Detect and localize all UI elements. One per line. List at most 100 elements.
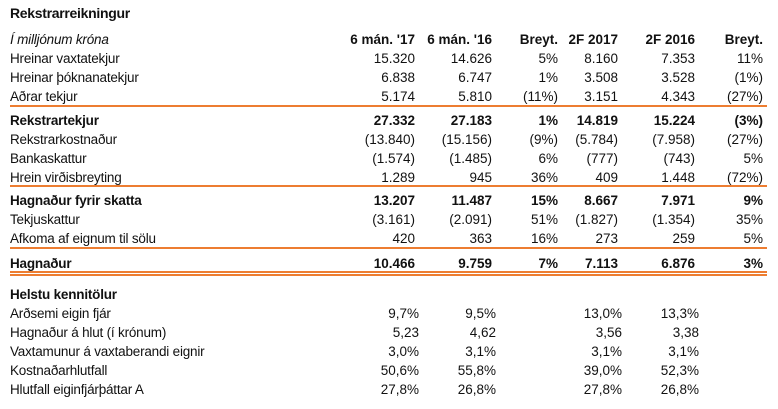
cell-value: 52,3% <box>660 363 699 378</box>
cell-value: 13,3% <box>660 306 699 321</box>
cell-value: 5% <box>743 231 763 246</box>
row-label: Hagnaður <box>10 256 72 271</box>
cell-value: (1%) <box>734 70 763 85</box>
cell-value: 1.448 <box>661 170 695 185</box>
cell-value: (1.574) <box>372 151 415 166</box>
table-row: Hreinar þóknanatekjur 6.838 6.747 1% 3.508 3.… <box>10 68 770 87</box>
cell-value: 3.508 <box>584 70 618 85</box>
table-row: Hagnaður fyrir skatta 13.207 11.487 15% 8.66… <box>10 191 770 210</box>
table-row: Rekstrartekjur 27.332 27.183 1% 14.819 15.224… <box>10 111 770 130</box>
cell-value: 5.174 <box>381 89 415 104</box>
cell-value: 3,1% <box>591 344 622 359</box>
cell-value: 5% <box>743 151 763 166</box>
row-label: Hagnaður á hlut (í krónum) <box>10 325 167 340</box>
cell-value: 15% <box>530 193 558 208</box>
cell-value: 6.876 <box>661 256 695 271</box>
col-header: Breyt. <box>724 32 763 47</box>
cell-value: 51% <box>530 212 558 227</box>
cell-value: (1.354) <box>652 212 695 227</box>
kpi-row: Hagnaður á hlut (í krónum) 5,23 4,62 3,56 3,… <box>10 323 770 342</box>
cell-value: 3,56 <box>595 325 622 340</box>
cell-value: 4,62 <box>469 325 496 340</box>
cell-value: (3%) <box>734 113 763 128</box>
col-header: 2F 2016 <box>645 32 695 47</box>
row-label: Rekstrarkostnaður <box>10 132 117 147</box>
cell-value: 3,1% <box>465 344 496 359</box>
cell-value: 26,8% <box>457 382 496 397</box>
col-header: 6 mán. '16 <box>427 32 492 47</box>
kpi-row: Vaxtamunur á vaxtaberandi eignir 3,0% 3,1%… <box>10 342 770 361</box>
col-header: 6 mán. '17 <box>350 32 415 47</box>
orange-divider <box>10 185 767 187</box>
row-label: Aðrar tekjur <box>10 89 78 104</box>
cell-value: 3% <box>743 256 763 271</box>
cell-value: 15.224 <box>653 113 695 128</box>
table-row: Hrein virðisbreyting 1.289 945 36% 409 1.448 (… <box>10 168 770 187</box>
cell-value: (11%) <box>522 89 558 104</box>
cell-value: 7% <box>538 256 558 271</box>
cell-value: (13.840) <box>364 132 415 147</box>
row-label: Arðsemi eigin fjár <box>10 306 111 321</box>
cell-value: 9% <box>743 193 763 208</box>
table-row: Afkoma af eignum til sölu 420 363 16% 273 259… <box>10 229 770 248</box>
cell-value: 7.353 <box>661 51 695 66</box>
cell-value: 4.343 <box>661 89 695 104</box>
cell-value: (2.091) <box>449 212 492 227</box>
table-row: Hagnaður 10.466 9.759 7% 7.113 6.876 3% <box>10 254 770 273</box>
cell-value: (7.958) <box>652 132 695 147</box>
cell-value: 9,7% <box>388 306 419 321</box>
table-row: Bankaskattur (1.574) (1.485) 6% (777) (743) 5% <box>10 149 770 168</box>
cell-value: 8.160 <box>584 51 618 66</box>
cell-value: (15.156) <box>441 132 492 147</box>
cell-value: (1.827) <box>575 212 618 227</box>
cell-value: 55,8% <box>457 363 496 378</box>
cell-value: 1% <box>538 70 558 85</box>
cell-value: 39,0% <box>583 363 622 378</box>
cell-value: 363 <box>469 231 492 246</box>
cell-value: 409 <box>595 170 618 185</box>
cell-value: 15.320 <box>373 51 415 66</box>
cell-value: 1% <box>538 113 558 128</box>
cell-value: 27.332 <box>373 113 415 128</box>
cell-value: 6% <box>538 151 558 166</box>
cell-value: 3,0% <box>388 344 419 359</box>
cell-value: 1.289 <box>381 170 415 185</box>
orange-divider <box>10 247 767 249</box>
cell-value: (9%) <box>529 132 558 147</box>
row-label: Hreinar þóknanatekjur <box>10 70 139 85</box>
cell-value: (3.161) <box>372 212 415 227</box>
cell-value: (743) <box>663 151 695 166</box>
cell-value: (27%) <box>726 89 763 104</box>
header-row: Í milljónum króna 6 mán. '17 6 mán. '16 … <box>10 30 770 49</box>
cell-value: 14.626 <box>450 51 492 66</box>
cell-value: 50,6% <box>380 363 419 378</box>
row-label: Kostnaðarhlutfall <box>10 363 108 378</box>
unit-label: Í milljónum króna <box>10 32 109 47</box>
cell-value: 13,0% <box>583 306 622 321</box>
kpi-row: Arðsemi eigin fjár 9,7% 9,5% 13,0% 13,3% <box>10 304 770 323</box>
double-divider <box>10 271 767 276</box>
cell-value: 7.113 <box>584 256 618 271</box>
cell-value: 11% <box>736 51 763 66</box>
cell-value: (27%) <box>726 132 763 147</box>
cell-value: 5% <box>538 51 558 66</box>
cell-value: 6.747 <box>458 70 492 85</box>
table-row: Hreinar vaxtatekjur 15.320 14.626 5% 8.160 7.… <box>10 49 770 68</box>
row-label: Hrein virðisbreyting <box>10 170 122 185</box>
cell-value: 10.466 <box>373 256 415 271</box>
row-label: Hreinar vaxtatekjur <box>10 51 120 66</box>
cell-value: 36% <box>530 170 558 185</box>
cell-value: (1.485) <box>449 151 492 166</box>
cell-value: 3.151 <box>584 89 618 104</box>
col-header: Breyt. <box>519 32 558 47</box>
cell-value: 27,8% <box>583 382 622 397</box>
orange-divider <box>10 105 767 107</box>
row-label: Bankaskattur <box>10 151 87 166</box>
cell-value: (5.784) <box>575 132 618 147</box>
kpi-title: Helstu kennitölur <box>10 287 117 302</box>
cell-value: 8.667 <box>584 193 618 208</box>
cell-value: 16% <box>530 231 558 246</box>
cell-value: 11.487 <box>451 193 492 208</box>
cell-value: 259 <box>672 231 695 246</box>
